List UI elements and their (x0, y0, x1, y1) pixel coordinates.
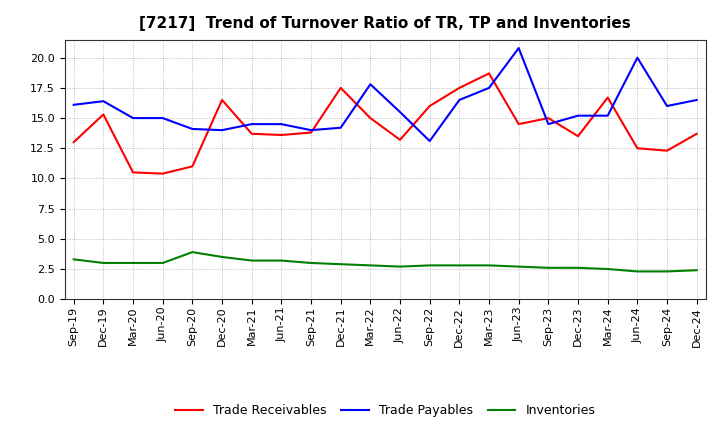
Trade Payables (248, 121, 256, 127)
Trade Payables (574, 113, 582, 118)
Trade Payables (129, 115, 138, 121)
Trade Payables (69, 102, 78, 107)
Trade Payables (455, 97, 464, 103)
Trade Receivables (662, 148, 671, 153)
Trade Payables (336, 125, 345, 130)
Trade Receivables (633, 146, 642, 151)
Inventories (396, 264, 405, 269)
Inventories (158, 260, 167, 266)
Trade Payables (603, 113, 612, 118)
Trade Payables (217, 128, 226, 133)
Line: Inventories: Inventories (73, 252, 697, 271)
Inventories (99, 260, 108, 266)
Inventories (217, 254, 226, 260)
Trade Receivables (129, 170, 138, 175)
Inventories (426, 263, 434, 268)
Inventories (248, 258, 256, 263)
Trade Payables (158, 115, 167, 121)
Inventories (485, 263, 493, 268)
Trade Receivables (188, 164, 197, 169)
Trade Payables (188, 126, 197, 132)
Inventories (188, 249, 197, 255)
Trade Receivables (248, 131, 256, 136)
Trade Receivables (426, 103, 434, 109)
Inventories (574, 265, 582, 271)
Inventories (514, 264, 523, 269)
Trade Payables (366, 82, 374, 87)
Trade Payables (277, 121, 286, 127)
Trade Payables (633, 55, 642, 60)
Trade Receivables (693, 131, 701, 136)
Trade Payables (485, 85, 493, 91)
Inventories (129, 260, 138, 266)
Trade Receivables (277, 132, 286, 138)
Trade Receivables (99, 112, 108, 117)
Trade Receivables (574, 134, 582, 139)
Trade Receivables (396, 137, 405, 143)
Trade Receivables (603, 95, 612, 100)
Trade Receivables (217, 97, 226, 103)
Inventories (455, 263, 464, 268)
Line: Trade Receivables: Trade Receivables (73, 73, 697, 174)
Trade Receivables (307, 130, 315, 135)
Inventories (277, 258, 286, 263)
Trade Receivables (366, 115, 374, 121)
Trade Receivables (485, 71, 493, 76)
Trade Payables (307, 128, 315, 133)
Inventories (69, 257, 78, 262)
Trade Receivables (514, 121, 523, 127)
Inventories (633, 269, 642, 274)
Inventories (307, 260, 315, 266)
Title: [7217]  Trend of Turnover Ratio of TR, TP and Inventories: [7217] Trend of Turnover Ratio of TR, TP… (140, 16, 631, 32)
Inventories (603, 266, 612, 271)
Trade Receivables (158, 171, 167, 176)
Inventories (693, 268, 701, 273)
Trade Receivables (455, 85, 464, 91)
Trade Payables (514, 45, 523, 51)
Trade Payables (693, 97, 701, 103)
Trade Payables (396, 110, 405, 115)
Trade Payables (426, 139, 434, 144)
Trade Payables (99, 99, 108, 104)
Trade Receivables (544, 115, 553, 121)
Inventories (662, 269, 671, 274)
Trade Receivables (336, 85, 345, 91)
Legend: Trade Receivables, Trade Payables, Inventories: Trade Receivables, Trade Payables, Inven… (175, 404, 595, 417)
Line: Trade Payables: Trade Payables (73, 48, 697, 141)
Inventories (336, 261, 345, 267)
Trade Payables (544, 121, 553, 127)
Inventories (366, 263, 374, 268)
Trade Payables (662, 103, 671, 109)
Trade Receivables (69, 139, 78, 145)
Inventories (544, 265, 553, 271)
